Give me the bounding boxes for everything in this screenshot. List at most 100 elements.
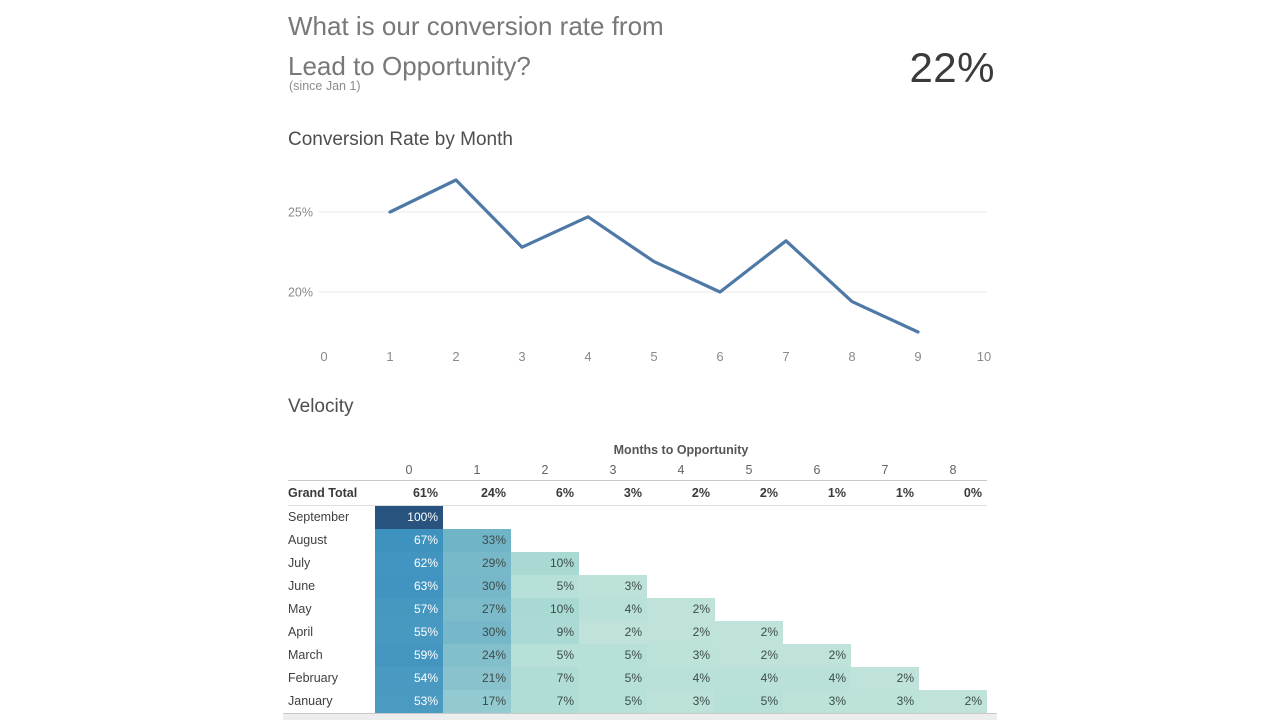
kpi-conversion-rate: 22% (909, 44, 995, 91)
heatmap-cell[interactable]: 7% (511, 667, 579, 690)
heatmap-cell[interactable]: 10% (511, 598, 579, 621)
empty-cell (851, 621, 919, 644)
empty-cell (783, 621, 851, 644)
empty-cell (579, 506, 647, 529)
heatmap-cell[interactable]: 2% (783, 644, 851, 667)
heatmap-cell[interactable]: 3% (579, 575, 647, 598)
row-label: May (288, 602, 312, 616)
column-header: 6 (813, 463, 821, 477)
heatmap-cell[interactable]: 53% (375, 690, 443, 713)
grand-total-cell: 24% (480, 486, 506, 500)
grand-total-cell: 61% (412, 486, 438, 500)
heatmap-cell[interactable]: 3% (851, 690, 919, 713)
heatmap-cell[interactable]: 30% (443, 575, 511, 598)
x-axis-tick-label: 3 (518, 349, 525, 364)
heatmap-cell[interactable]: 4% (715, 667, 783, 690)
y-axis-tick-label: 20% (288, 286, 313, 300)
heatmap-cell[interactable]: 2% (715, 644, 783, 667)
empty-cell (919, 598, 987, 621)
velocity-table-body: Grand Total 61% 24% 6% 3% 2% 2% 1% 1% 0% September… (288, 481, 987, 713)
velocity-row: July 62% 29% 10% (288, 552, 987, 575)
empty-cell (851, 529, 919, 552)
row-label: Grand Total (288, 486, 358, 500)
empty-cell (851, 644, 919, 667)
heatmap-cell[interactable]: 2% (647, 598, 715, 621)
heatmap-cell[interactable]: 33% (443, 529, 511, 552)
empty-cell (647, 575, 715, 598)
heatmap-cell[interactable]: 59% (375, 644, 443, 667)
x-axis-tick-label: 0 (320, 349, 327, 364)
empty-cell (715, 552, 783, 575)
row-label: March (288, 648, 323, 662)
heatmap-cell[interactable]: 2% (919, 690, 987, 713)
grand-total-cell: 2% (759, 486, 778, 500)
row-label: June (288, 579, 316, 593)
empty-cell (919, 621, 987, 644)
y-axis-tick-label: 25% (288, 206, 313, 220)
heatmap-cell[interactable]: 4% (783, 667, 851, 690)
heatmap-cell[interactable]: 4% (579, 598, 647, 621)
column-header: 3 (609, 463, 617, 477)
heatmap-cell[interactable]: 5% (511, 575, 579, 598)
row-label: February (288, 671, 339, 685)
empty-cell (919, 575, 987, 598)
velocity-row: April 55% 30% 9% 2% 2% 2% (288, 621, 987, 644)
conversion-rate-line[interactable] (388, 178, 920, 334)
heatmap-cell[interactable]: 2% (579, 621, 647, 644)
empty-cell (783, 598, 851, 621)
heatmap-cell[interactable]: 27% (443, 598, 511, 621)
heatmap-cell[interactable]: 17% (443, 690, 511, 713)
heatmap-cell[interactable]: 100% (375, 506, 443, 529)
heatmap-cell[interactable]: 5% (579, 644, 647, 667)
heatmap-cell[interactable]: 29% (443, 552, 511, 575)
column-header: 7 (881, 463, 889, 477)
heatmap-cell[interactable]: 67% (375, 529, 443, 552)
heatmap-cell[interactable]: 54% (375, 667, 443, 690)
heatmap-cell[interactable]: 2% (851, 667, 919, 690)
heatmap-cell[interactable]: 5% (579, 690, 647, 713)
grand-total-cell: 1% (827, 486, 846, 500)
heatmap-cell[interactable]: 62% (375, 552, 443, 575)
empty-cell (783, 575, 851, 598)
heatmap-cell[interactable]: 3% (783, 690, 851, 713)
heatmap-cell[interactable]: 63% (375, 575, 443, 598)
empty-cell (919, 529, 987, 552)
heatmap-cell[interactable]: 3% (647, 644, 715, 667)
velocity-row: September 100% (288, 506, 987, 529)
column-header: 2 (541, 463, 549, 477)
heatmap-cell[interactable]: 5% (715, 690, 783, 713)
x-axis-tick-label: 2 (452, 349, 459, 364)
empty-cell (443, 506, 511, 529)
column-header: 5 (745, 463, 753, 477)
empty-cell (783, 529, 851, 552)
heatmap-cell[interactable]: 4% (647, 667, 715, 690)
conversion-line-chart[interactable]: 25% 20% 0 1 2 3 4 5 6 7 8 9 10 (283, 164, 995, 370)
heatmap-cell[interactable]: 2% (647, 621, 715, 644)
heatmap-cell[interactable]: 30% (443, 621, 511, 644)
heatmap-cell[interactable]: 10% (511, 552, 579, 575)
heatmap-cell[interactable]: 3% (647, 690, 715, 713)
grand-total-cell: 2% (691, 486, 710, 500)
column-header: 0 (405, 463, 413, 477)
heatmap-cell[interactable]: 7% (511, 690, 579, 713)
velocity-row: August 67% 33% (288, 529, 987, 552)
heatmap-cell[interactable]: 55% (375, 621, 443, 644)
empty-cell (919, 667, 987, 690)
heatmap-cell[interactable]: 2% (715, 621, 783, 644)
column-group-label: Months to Opportunity (613, 443, 749, 457)
heatmap-cell[interactable]: 24% (443, 644, 511, 667)
table-bottom-strip (283, 713, 997, 720)
heatmap-cell[interactable]: 57% (375, 598, 443, 621)
row-label: September (288, 510, 350, 524)
heatmap-cell[interactable]: 5% (579, 667, 647, 690)
column-header: 8 (949, 463, 957, 477)
heatmap-cell[interactable]: 5% (511, 644, 579, 667)
heatmap-cell[interactable]: 21% (443, 667, 511, 690)
line-chart-title: Conversion Rate by Month (288, 129, 513, 150)
empty-cell (511, 506, 579, 529)
heatmap-cell[interactable]: 9% (511, 621, 579, 644)
x-axis-tick-label: 7 (782, 349, 789, 364)
empty-cell (715, 575, 783, 598)
velocity-table-title: Velocity (288, 396, 354, 417)
